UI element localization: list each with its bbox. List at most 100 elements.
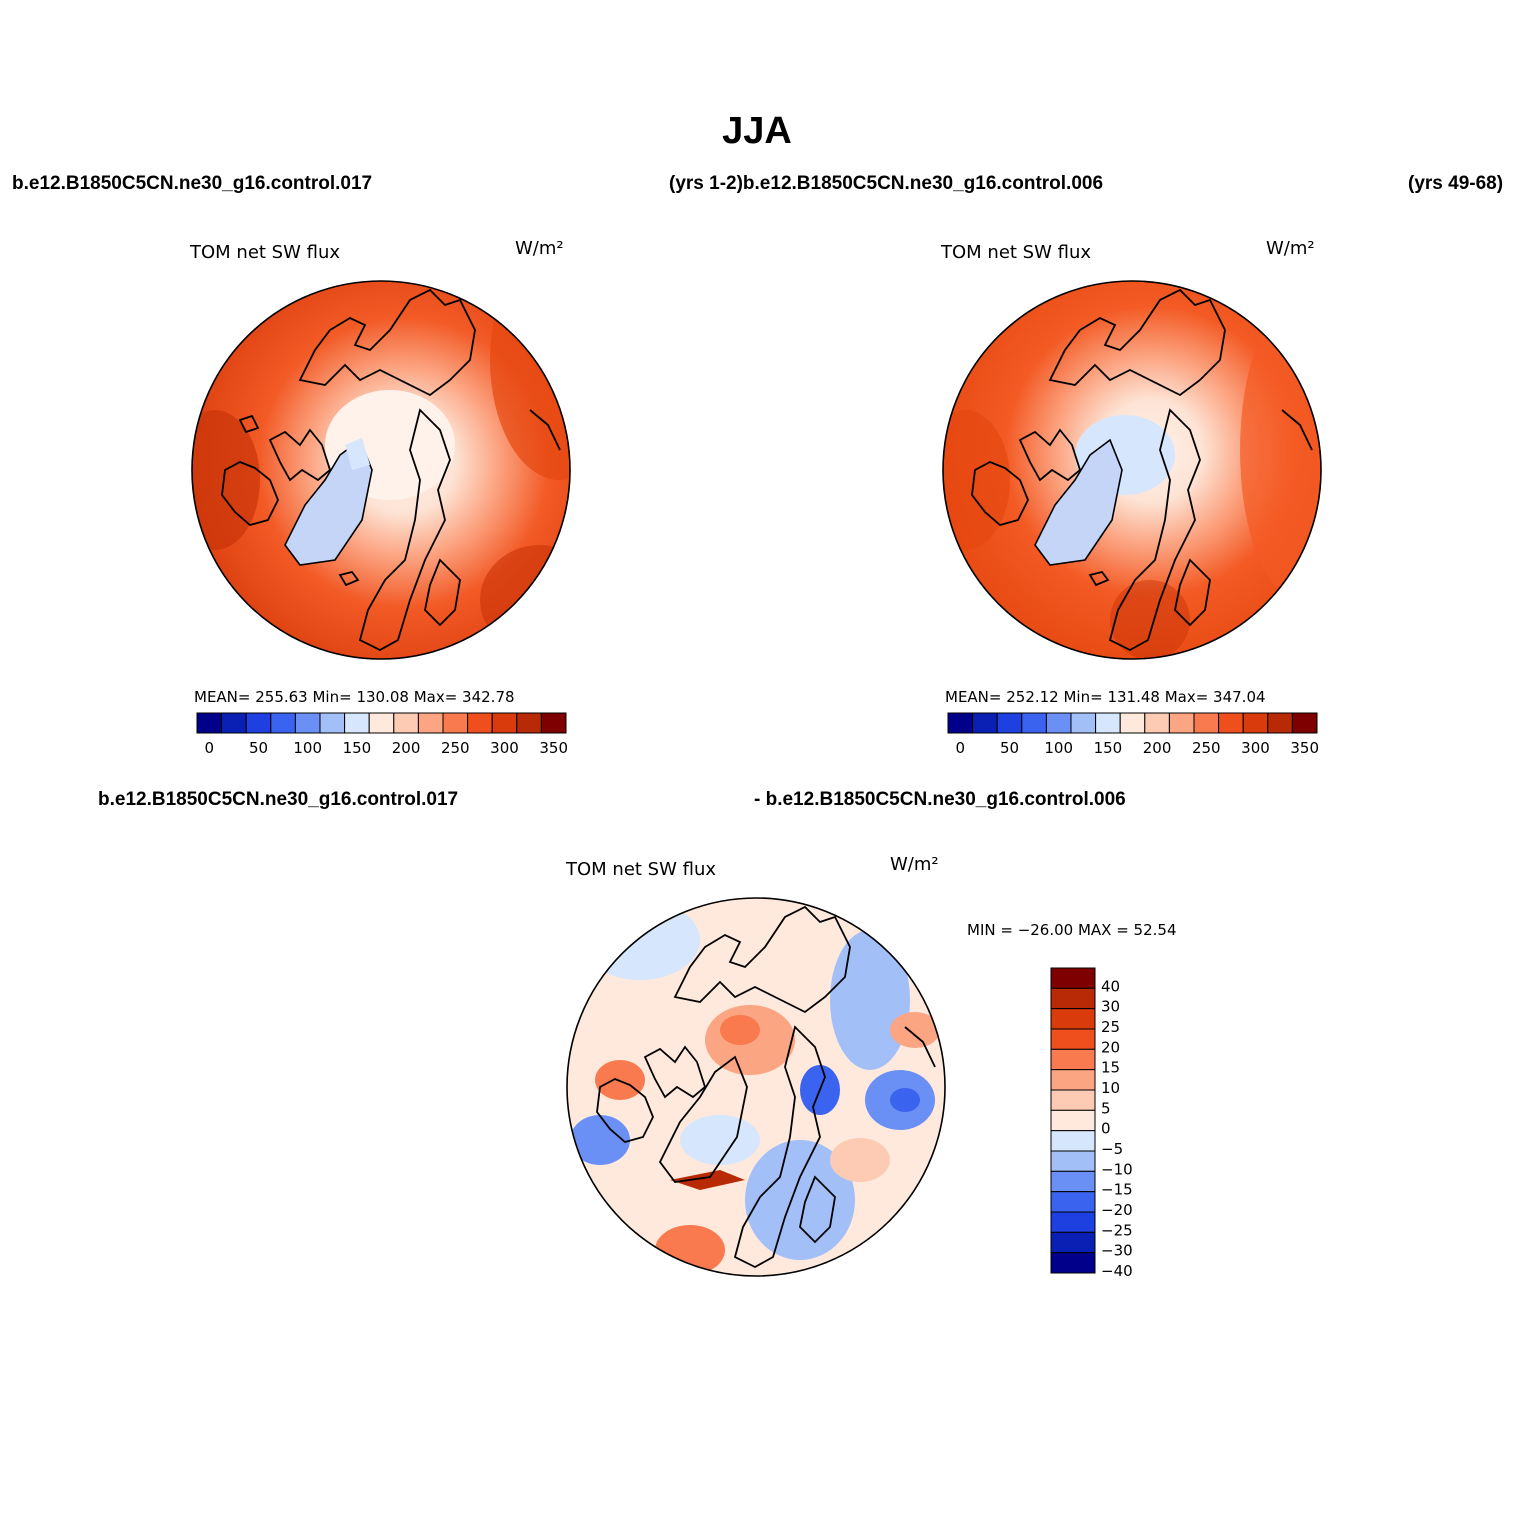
colorbar-swatch [1050,1028,1096,1050]
colorbar-swatch [1050,1170,1096,1193]
colorbar-swatch [442,712,469,734]
colorbar-tick-label: 100 [293,739,322,757]
colorbar-swatch [344,712,370,734]
colorbar-swatch [1050,1211,1096,1233]
colorbar-swatch [1144,712,1170,734]
colorbar-tick-label: 10 [1101,1079,1120,1097]
panel-units: W/m² [890,854,939,875]
colorbar-swatch [972,712,998,734]
colorbar-swatch [1242,712,1269,734]
colorbar-tick-label: 200 [392,739,421,757]
colorbar-swatch [368,712,395,734]
colorbar-tick-label: −15 [1101,1181,1133,1199]
colorbar-tick-label: 0 [205,739,215,757]
colorbar-tick-label: 350 [539,739,568,757]
colorbar-swatch [491,712,518,734]
colorbar-tick-label: −30 [1101,1242,1133,1260]
colorbar-swatch [1168,712,1195,734]
polar-map [566,897,946,1277]
colorbar-swatch [196,712,223,734]
colorbar-tick-label: −25 [1101,1221,1133,1239]
colorbar-swatch [1050,1008,1096,1030]
colorbar-tick-label: 0 [956,739,966,757]
colorbar-swatch [1193,712,1220,734]
panel-top-right: TOM net SW flux W/m² MEAN= 252.1 [940,238,1322,757]
colorbar-swatch [1050,1089,1096,1111]
panel-top-left: TOM net SW flux W/m² [189,238,571,757]
colorbar-tick-label: 15 [1101,1059,1120,1077]
colorbar-tick-label: 250 [441,739,470,757]
colorbar-swatch [393,712,419,734]
colorbar: 0 50 100 150 200 250 300 350 [196,712,568,757]
colorbar-tick-label: 5 [1101,1099,1111,1117]
colorbar-swatch [996,712,1023,734]
top-right-years-label: (yrs 49-68) [1408,173,1503,194]
top-left-case-label: b.e12.B1850C5CN.ne30_g16.control.017 [12,173,372,194]
colorbar-tick-label: −5 [1101,1140,1123,1158]
colorbar-swatch [319,712,346,734]
bottom-left-case-label: b.e12.B1850C5CN.ne30_g16.control.017 [98,789,458,810]
colorbar-swatch [516,712,542,734]
panel-units: W/m² [1266,238,1315,259]
colorbar-swatch [1291,712,1318,734]
panel-stats: MEAN= 255.63 Min= 130.08 Max= 342.78 [194,688,515,706]
panel-variable-title: TOM net SW flux [189,242,340,263]
colorbar-swatch [1050,987,1096,1010]
colorbar-swatch [1095,712,1121,734]
figure-title: JJA [722,110,792,152]
colorbar-swatch [221,712,247,734]
colorbar-swatch [417,712,444,734]
colorbar-tick-label: 300 [490,739,519,757]
colorbar-swatch [1050,1130,1096,1152]
colorbar-swatch [1045,712,1072,734]
colorbar-tick-label: 20 [1101,1038,1120,1056]
top-mid-label: (yrs 1-2)b.e12.B1850C5CN.ne30_g16.contro… [669,173,1103,194]
colorbar-tick-label: 30 [1101,998,1120,1016]
colorbar-tick-label: 300 [1241,739,1270,757]
colorbar-tick-label: 0 [1101,1120,1111,1138]
colorbar-swatch [1021,712,1047,734]
polar-map [942,280,1322,660]
panel-variable-title: TOM net SW flux [565,859,716,880]
panel-variable-title: TOM net SW flux [940,242,1091,263]
colorbar-tick-label: 50 [249,739,268,757]
colorbar-swatch [1119,712,1146,734]
colorbar-swatch [1050,1252,1096,1274]
colorbar-swatch [1050,1191,1096,1213]
colorbar-swatch [540,712,567,734]
colorbar-swatch [947,712,974,734]
colorbar-swatch [1050,1150,1096,1172]
colorbar-swatch [1267,712,1293,734]
colorbar-tick-label: −20 [1101,1201,1133,1219]
colorbar-swatch [245,712,272,734]
colorbar-tick-label: 25 [1101,1018,1120,1036]
colorbar-swatch [1050,1069,1096,1091]
colorbar: 0 50 100 150 200 250 300 350 [947,712,1319,757]
colorbar-tick-label: 250 [1192,739,1221,757]
colorbar-swatch [1050,1109,1096,1132]
colorbar: 40 30 25 20 15 10 5 0 −5 −10 −15 −20 −25 −30 −40 [1050,967,1133,1280]
colorbar-tick-label: 100 [1044,739,1073,757]
panel-difference: TOM net SW flux W/m² [565,854,1177,1280]
colorbar-swatch [270,712,296,734]
colorbar-swatch [1050,1048,1096,1071]
colorbar-swatch [1218,712,1244,734]
panel-stats: MEAN= 252.12 Min= 131.48 Max= 347.04 [945,688,1266,706]
colorbar-tick-label: 50 [1000,739,1019,757]
colorbar-tick-label: −40 [1101,1262,1133,1280]
colorbar-tick-label: −10 [1101,1160,1133,1178]
colorbar-tick-label: 150 [1094,739,1123,757]
bottom-right-case-label: - b.e12.B1850C5CN.ne30_g16.control.006 [754,789,1126,810]
colorbar-tick-label: 350 [1290,739,1319,757]
colorbar-tick-label: 40 [1101,977,1120,995]
colorbar-swatch [467,712,493,734]
panel-units: W/m² [515,238,564,259]
colorbar-swatch [294,712,321,734]
colorbar-tick-label: 150 [343,739,372,757]
colorbar-swatch [1050,967,1096,989]
polar-map [191,280,571,660]
colorbar-swatch [1050,1231,1096,1254]
panel-stats: MIN = −26.00 MAX = 52.54 [967,921,1177,939]
colorbar-swatch [1070,712,1097,734]
